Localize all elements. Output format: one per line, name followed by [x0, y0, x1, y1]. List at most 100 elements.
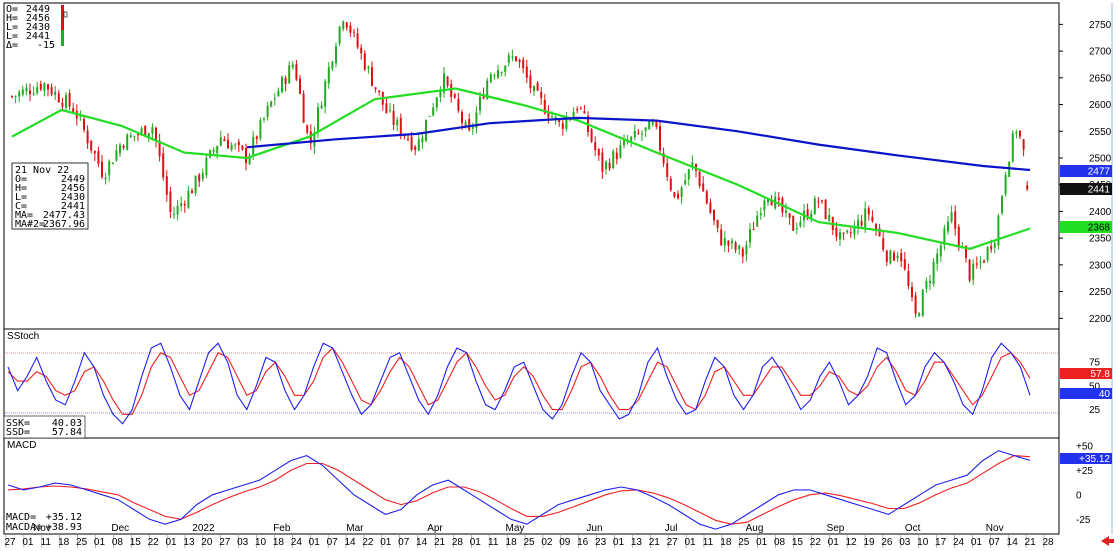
x-day-label: 13	[183, 537, 195, 548]
ssk-value: 40.03	[52, 418, 82, 429]
candle-body	[590, 129, 593, 142]
candle-body	[504, 65, 507, 72]
x-day-label: 11	[41, 537, 52, 548]
candle-body	[104, 177, 107, 180]
candle-body	[79, 115, 82, 117]
candle-body	[684, 180, 687, 185]
x-day-label: 01	[94, 537, 106, 548]
scroll-left-arrow-stem[interactable]	[1108, 539, 1114, 543]
candle-body	[637, 132, 640, 134]
x-day-label: 27	[4, 537, 16, 548]
candle-body	[795, 228, 798, 230]
ma-long-line	[246, 116, 1031, 172]
candle-body	[68, 93, 71, 107]
candle-body	[263, 118, 265, 120]
candle-body	[36, 87, 39, 94]
candle-body	[371, 67, 373, 86]
hdr-candle-body	[61, 5, 64, 41]
candle-body	[324, 81, 327, 107]
x-day-label: 18	[273, 537, 285, 548]
candle-body	[169, 191, 172, 212]
x-day-label: 01	[470, 537, 482, 548]
candle-body	[914, 295, 917, 314]
candle-body	[972, 263, 975, 280]
tag-ma-short-bg	[1060, 221, 1112, 233]
stoch-readout-frame	[3, 415, 86, 439]
x-month-label: 2022	[192, 523, 215, 534]
x-day-label: 26	[881, 537, 893, 548]
macd-line	[7, 450, 1031, 530]
candle-body	[792, 216, 795, 231]
x-month-label: Oct	[905, 523, 921, 534]
candle-body	[407, 138, 409, 140]
candle-body	[86, 130, 89, 144]
candle-body	[857, 220, 859, 229]
candle-body	[511, 56, 514, 58]
candle-body	[126, 134, 129, 151]
tag-ssd-bg	[1060, 368, 1112, 379]
hdr-k-2: L=	[6, 22, 18, 33]
candle-body	[698, 171, 701, 186]
candle-body	[25, 87, 28, 92]
price-tick-label: 2650	[1089, 73, 1112, 84]
candle-body	[295, 64, 298, 80]
candle-body	[1022, 139, 1025, 150]
candle-body	[284, 78, 287, 85]
x-day-label: 22	[362, 537, 374, 548]
candle-body	[432, 107, 435, 116]
hdr-v-2: 2430	[26, 22, 50, 33]
candle-body	[716, 219, 719, 228]
x-day-label: 27	[667, 537, 679, 548]
x-day-label: 18	[720, 537, 732, 548]
info-k-3: C=	[15, 201, 27, 212]
x-month-label: Feb	[273, 523, 291, 534]
candle-body	[554, 116, 557, 119]
candle-body	[615, 152, 618, 160]
macd-value: +35.12	[46, 512, 82, 523]
candle-body	[885, 250, 888, 263]
candle-body	[302, 93, 305, 123]
candle-body	[270, 101, 273, 107]
tag-macd-bg	[1060, 453, 1112, 464]
candle-body	[990, 246, 993, 250]
x-day-label: 08	[774, 537, 786, 548]
scroll-left-arrow-icon[interactable]	[1101, 536, 1109, 546]
candle-body	[165, 176, 168, 195]
candle-body	[50, 87, 53, 95]
candle-body	[57, 93, 60, 103]
tag-macd: +35.12	[1079, 454, 1110, 465]
x-day-label: 21	[1025, 537, 1037, 548]
candle-body	[389, 110, 391, 112]
macda-value: +38.93	[46, 522, 82, 533]
x-day-label: 22	[810, 537, 822, 548]
candle-body	[669, 178, 672, 190]
x-day-label: 14	[416, 537, 428, 548]
candle-body	[889, 250, 892, 264]
candle-body	[594, 142, 597, 151]
candle-body	[475, 112, 478, 129]
x-day-label: 02	[541, 537, 553, 548]
candle-body	[471, 126, 474, 129]
x-day-label: 14	[344, 537, 356, 548]
candle-body	[788, 213, 791, 218]
ssd-label: SSD=	[6, 427, 30, 438]
candle-body	[1015, 131, 1018, 134]
candle-body	[180, 203, 183, 206]
candle-body	[245, 147, 247, 164]
x-day-label: 01	[380, 537, 392, 548]
hdr-k-1: H=	[6, 13, 18, 24]
price-tick-label: 2700	[1089, 47, 1112, 58]
candle-body	[237, 141, 240, 146]
candle-body	[259, 119, 262, 139]
candle-body	[896, 255, 899, 259]
hdr-v-4: -15	[37, 40, 55, 51]
x-day-label: 21	[649, 537, 661, 548]
candle-body	[32, 93, 35, 95]
candle-body	[335, 46, 337, 64]
candle-body	[338, 26, 341, 44]
candle-body	[734, 242, 737, 250]
x-day-label: 15	[792, 537, 804, 548]
stoch-title: SStoch	[7, 331, 39, 342]
candle-body	[727, 240, 730, 246]
candle-body	[720, 229, 723, 246]
